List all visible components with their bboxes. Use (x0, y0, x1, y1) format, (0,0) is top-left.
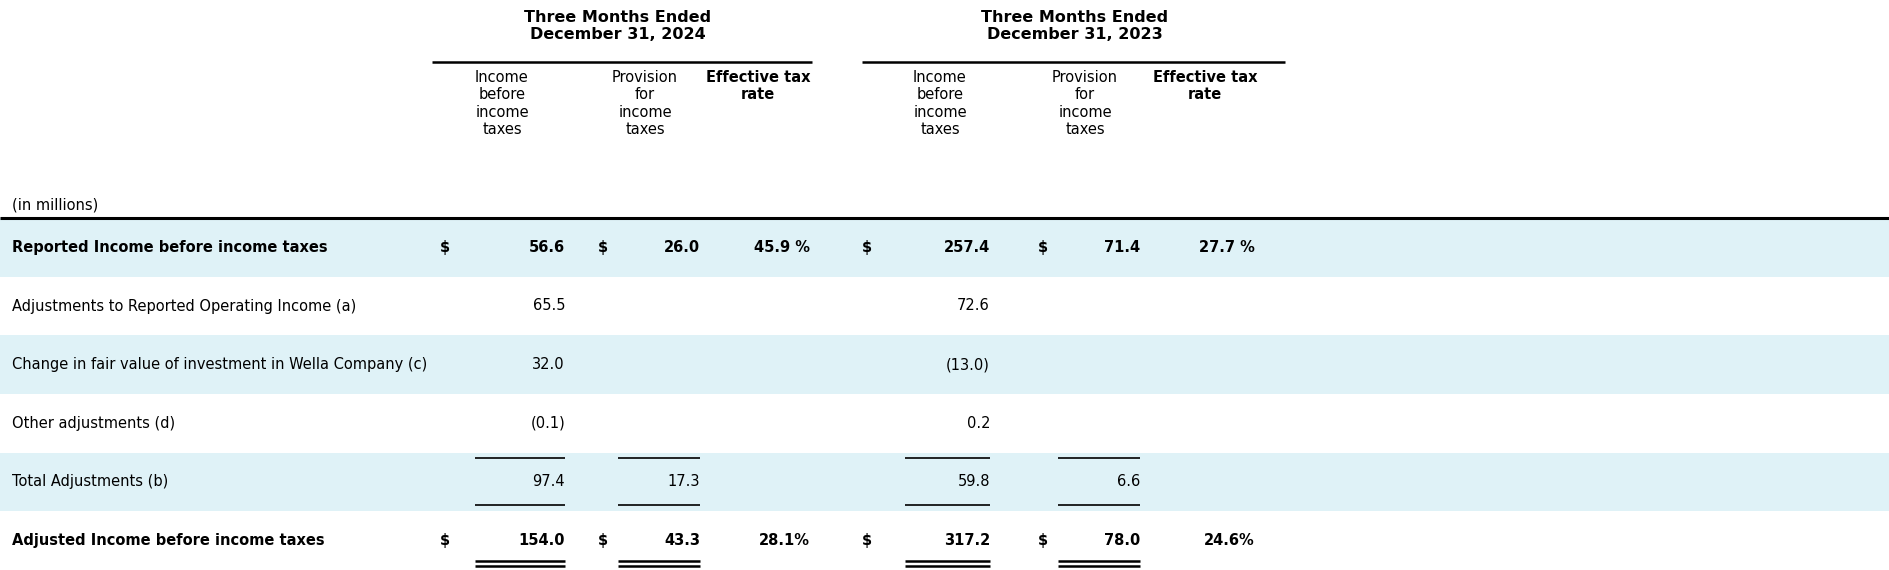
Text: $: $ (1037, 240, 1048, 255)
Text: Change in fair value of investment in Wella Company (c): Change in fair value of investment in We… (11, 357, 427, 372)
Text: 97.4: 97.4 (533, 474, 565, 490)
Text: 72.6: 72.6 (956, 299, 990, 314)
Text: Provision
for
income
taxes: Provision for income taxes (1052, 70, 1118, 137)
Text: 317.2: 317.2 (943, 533, 990, 548)
Text: 71.4: 71.4 (1103, 240, 1139, 255)
Text: Income
before
income
taxes: Income before income taxes (474, 70, 529, 137)
Text: Three Months Ended
December 31, 2023: Three Months Ended December 31, 2023 (980, 10, 1167, 42)
Text: 28.1%: 28.1% (759, 533, 810, 548)
Bar (0, 511, 1889, 570)
Text: 78.0: 78.0 (1103, 533, 1139, 548)
Text: Total Adjustments (b): Total Adjustments (b) (11, 474, 168, 490)
Text: (in millions): (in millions) (11, 198, 98, 213)
Text: Provision
for
income
taxes: Provision for income taxes (612, 70, 678, 137)
Text: 45.9 %: 45.9 % (754, 240, 810, 255)
Text: Three Months Ended
December 31, 2024: Three Months Ended December 31, 2024 (523, 10, 710, 42)
Text: 257.4: 257.4 (943, 240, 990, 255)
Text: 24.6%: 24.6% (1203, 533, 1254, 548)
Text: 26.0: 26.0 (663, 240, 699, 255)
Text: Income
before
income
taxes: Income before income taxes (912, 70, 967, 137)
Text: 56.6: 56.6 (529, 240, 565, 255)
Text: 0.2: 0.2 (965, 416, 990, 431)
Text: 43.3: 43.3 (663, 533, 699, 548)
Text: Adjustments to Reported Operating Income (a): Adjustments to Reported Operating Income… (11, 299, 355, 314)
Text: Adjusted Income before income taxes: Adjusted Income before income taxes (11, 533, 325, 548)
Bar (0, 453, 1889, 511)
Text: $: $ (597, 240, 608, 255)
Text: Other adjustments (d): Other adjustments (d) (11, 416, 176, 431)
Text: Effective tax
rate: Effective tax rate (1152, 70, 1256, 103)
Text: 154.0: 154.0 (518, 533, 565, 548)
Bar (0, 276, 1889, 335)
Bar (0, 218, 1889, 276)
Text: $: $ (861, 240, 871, 255)
Text: Reported Income before income taxes: Reported Income before income taxes (11, 240, 327, 255)
Text: (13.0): (13.0) (946, 357, 990, 372)
Text: $: $ (597, 533, 608, 548)
Bar (0, 335, 1889, 394)
Text: 32.0: 32.0 (533, 357, 565, 372)
Text: 17.3: 17.3 (667, 474, 699, 490)
Text: 59.8: 59.8 (958, 474, 990, 490)
Bar (0, 0, 1889, 218)
Text: Effective tax
rate: Effective tax rate (705, 70, 810, 103)
Bar (0, 394, 1889, 453)
Text: 27.7 %: 27.7 % (1198, 240, 1254, 255)
Text: 6.6: 6.6 (1116, 474, 1139, 490)
Text: $: $ (861, 533, 871, 548)
Text: (0.1): (0.1) (531, 416, 565, 431)
Text: $: $ (1037, 533, 1048, 548)
Text: $: $ (440, 533, 450, 548)
Text: $: $ (440, 240, 450, 255)
Text: 65.5: 65.5 (533, 299, 565, 314)
